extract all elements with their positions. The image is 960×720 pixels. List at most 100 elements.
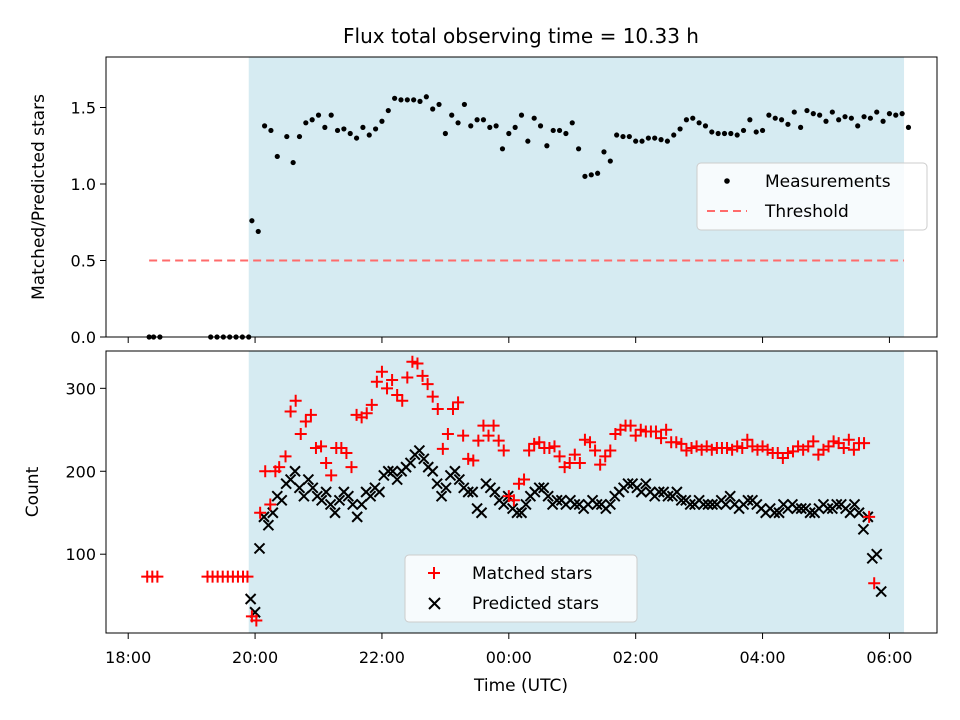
measurement-point xyxy=(810,111,816,117)
measurement-point xyxy=(848,115,854,121)
predicted-star-point xyxy=(435,490,448,502)
matched-star-point xyxy=(151,570,164,583)
measurement-point xyxy=(328,112,334,118)
measurement-point xyxy=(366,132,372,138)
matched-stars-points xyxy=(141,356,881,627)
bottom-legend-box xyxy=(404,554,638,623)
measurement-point xyxy=(778,117,785,123)
predicted-star-point xyxy=(320,486,332,498)
matched-star-point xyxy=(472,434,485,447)
measurement-point xyxy=(379,118,385,124)
matched-star-point xyxy=(858,437,871,450)
measurement-point xyxy=(709,129,715,135)
matched-star-point xyxy=(634,423,647,436)
measurement-point xyxy=(268,127,274,134)
predicted-star-point xyxy=(871,548,883,560)
legend-measurements-label: Measurements xyxy=(765,172,891,192)
matched-star-point xyxy=(320,456,333,469)
matched-star-point xyxy=(452,396,465,409)
predicted-star-point xyxy=(591,498,603,511)
predicted-star-point xyxy=(489,486,501,498)
matched-star-point xyxy=(655,432,668,445)
matched-star-point xyxy=(680,444,693,457)
matched-star-point xyxy=(553,450,566,463)
predicted-star-point xyxy=(653,486,665,498)
matched-star-point xyxy=(492,434,505,447)
matched-star-point xyxy=(426,390,439,403)
measurement-point xyxy=(468,123,474,129)
predicted-star-point xyxy=(298,490,310,502)
measurement-point xyxy=(274,153,280,160)
measurement-point xyxy=(734,132,740,138)
matched-star-point xyxy=(350,408,363,421)
measurement-point xyxy=(798,124,804,130)
measurement-point xyxy=(411,97,417,103)
measurement-point xyxy=(398,97,404,103)
chart-title: Flux total observing time = 10.33 h xyxy=(343,24,699,48)
matched-star-point xyxy=(360,407,373,420)
y-tick-label: 0.5 xyxy=(71,251,96,270)
matched-star-point xyxy=(563,456,576,469)
matched-star-point xyxy=(518,473,531,486)
predicted-star-point xyxy=(289,465,301,477)
measurement-point xyxy=(861,114,867,120)
y-tick-label: 100 xyxy=(65,545,96,564)
predicted-star-point xyxy=(498,498,510,511)
predicted-star-point xyxy=(857,523,870,536)
measurement-point xyxy=(436,101,442,108)
measurement-point xyxy=(588,172,594,178)
measurement-point xyxy=(855,123,861,129)
bottom-axes-frame xyxy=(105,350,938,634)
matched-star-point xyxy=(487,419,500,432)
measurement-point xyxy=(531,115,537,121)
matched-star-point xyxy=(396,394,409,407)
matched-star-point xyxy=(578,433,591,446)
predicted-star-point xyxy=(418,453,430,465)
predicted-star-point xyxy=(431,477,443,490)
x-tick-label: 00:00 xyxy=(486,648,532,667)
measurement-point xyxy=(404,97,410,103)
measurement-point xyxy=(633,138,639,144)
measurement-point xyxy=(303,120,309,126)
measurement-point xyxy=(626,133,632,140)
predicted-star-point xyxy=(822,502,834,515)
predicted-star-point xyxy=(307,482,319,494)
matched-star-point xyxy=(837,442,850,455)
matched-star-point xyxy=(391,388,404,401)
y-tick-label: 0.0 xyxy=(71,328,96,347)
predicted-star-point xyxy=(875,585,887,598)
matched-star-point xyxy=(241,570,254,583)
matched-star-point xyxy=(411,357,424,370)
predicted-star-point xyxy=(684,498,696,511)
matched-star-point xyxy=(304,408,317,421)
matched-star-point xyxy=(685,442,698,455)
matched-star-point xyxy=(273,461,286,474)
matched-star-point xyxy=(507,494,520,507)
predicted-star-point xyxy=(773,507,785,519)
measurement-point xyxy=(455,120,461,126)
matched-star-point xyxy=(325,469,338,482)
measurement-point xyxy=(290,159,296,166)
matched-star-point xyxy=(629,429,642,442)
predicted-star-point xyxy=(333,494,346,507)
predicted-star-point xyxy=(697,498,710,511)
predicted-star-point xyxy=(511,507,523,519)
predicted-star-point xyxy=(569,498,581,511)
measurement-point xyxy=(341,126,347,132)
measurement-point xyxy=(658,137,664,143)
matched-star-point xyxy=(624,419,637,432)
measurement-point xyxy=(766,112,772,118)
matched-star-point xyxy=(482,429,495,442)
measurement-point xyxy=(487,124,493,130)
x-tick-label: 02:00 xyxy=(613,648,659,667)
matched-star-point xyxy=(370,375,383,388)
measurement-point xyxy=(563,130,569,137)
measurement-point xyxy=(249,218,255,224)
matched-star-point xyxy=(533,436,546,449)
measurement-point xyxy=(601,149,607,155)
top-y-axis-label: Matched/Predicted stars xyxy=(29,94,49,300)
measurement-point xyxy=(652,135,658,141)
predicted-star-point xyxy=(462,486,474,498)
matched-star-point xyxy=(299,415,312,428)
matched-star-point xyxy=(421,378,434,391)
